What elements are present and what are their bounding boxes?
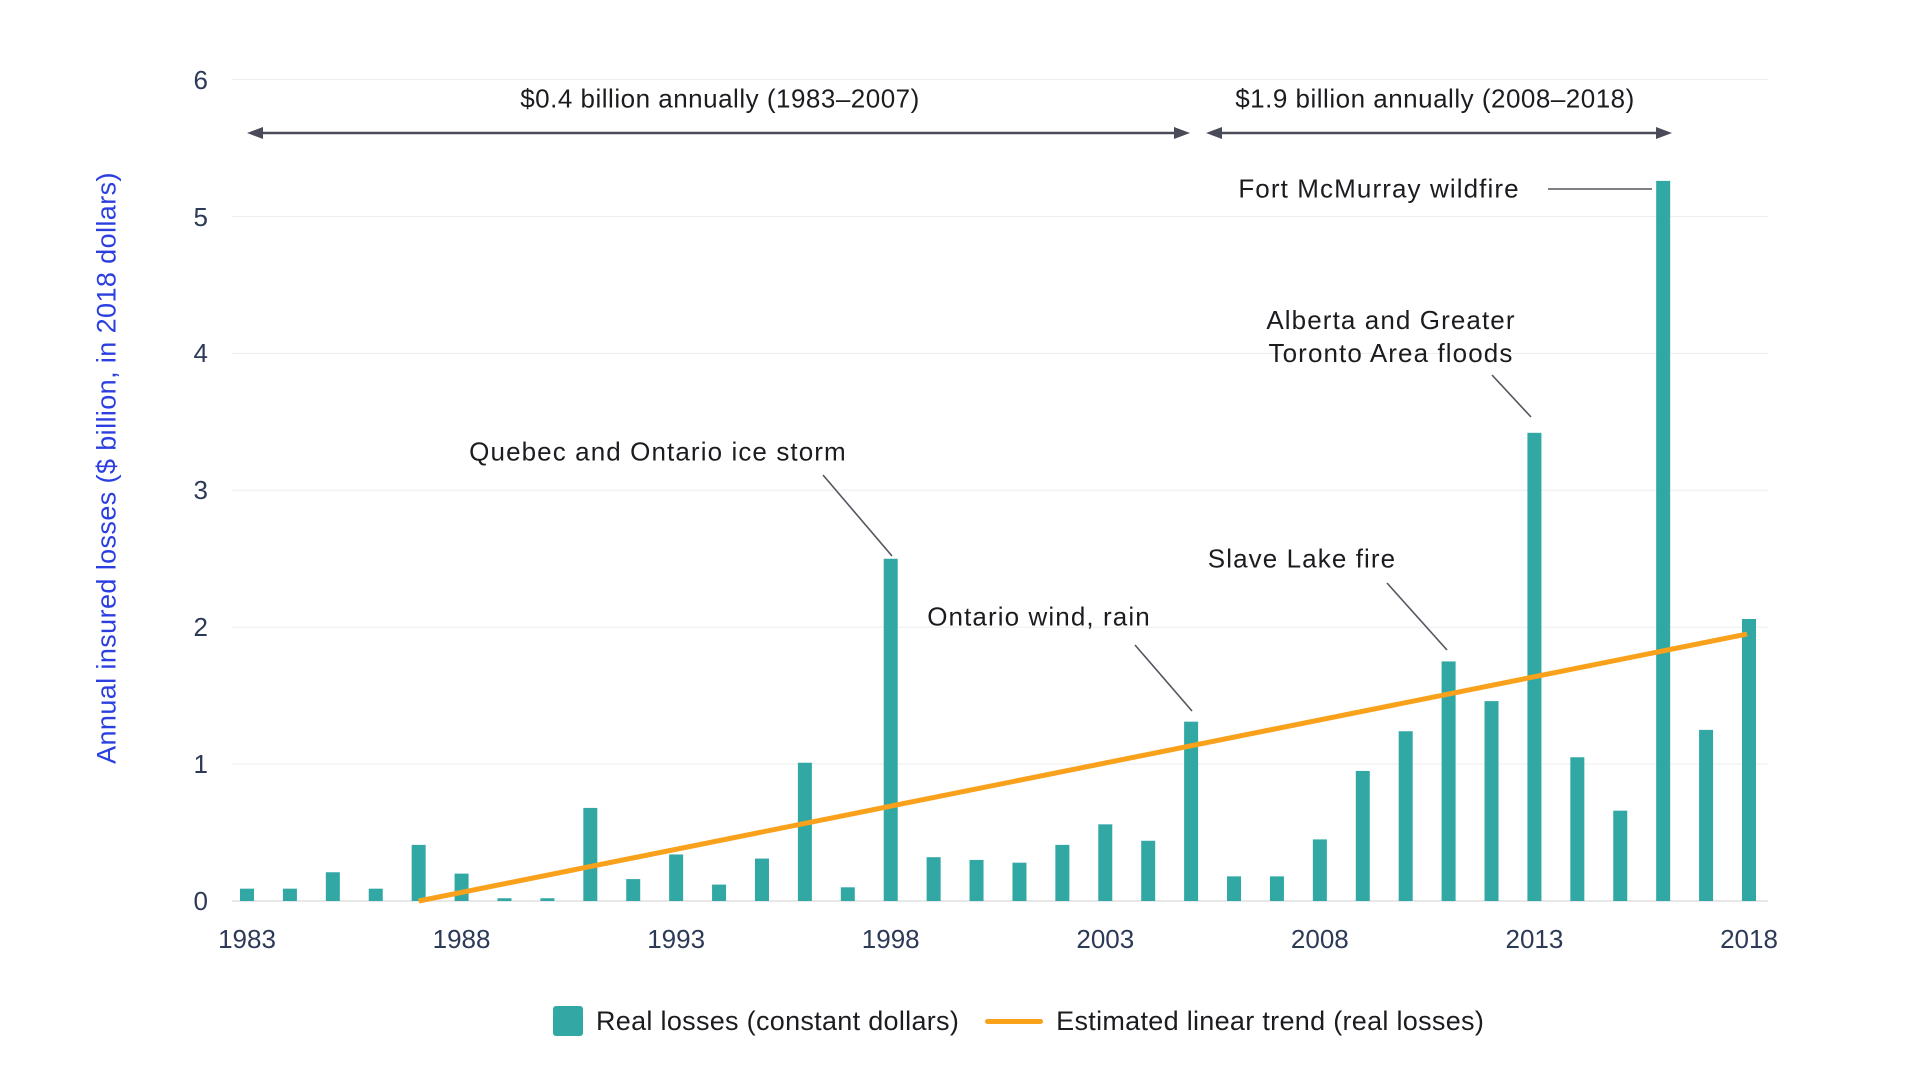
bar-1991: [583, 807, 598, 901]
legend-swatch-bar-icon: [553, 1006, 583, 1036]
annotation-leader-line-1: [1134, 644, 1193, 712]
legend-item-real-losses: Real losses (constant dollars): [553, 1006, 959, 1037]
period-annotation-0: $0.4 billion annually (1983–2007): [520, 83, 920, 114]
legend-item-trend: Estimated linear trend (real losses): [985, 1006, 1484, 1037]
event-annotation-4: Fort McMurray wildfire: [1238, 173, 1520, 204]
period-annotation-1: $1.9 billion annually (2008–2018): [1235, 83, 1635, 114]
period-arrowhead-right-0: [1174, 127, 1190, 139]
bar-2005: [1184, 721, 1199, 901]
y-tick-label-0: 0: [193, 886, 208, 916]
bar-1996: [797, 762, 812, 901]
y-tick-label-6: 6: [193, 64, 208, 95]
trend-line: [418, 631, 1748, 904]
bar-2007: [1269, 876, 1284, 901]
bar-2000: [969, 859, 984, 901]
event-annotation-2: Slave Lake fire: [1207, 543, 1397, 574]
bar-2014: [1570, 757, 1585, 901]
legend-label-real-losses: Real losses (constant dollars): [596, 1005, 960, 1036]
bar-2016: [1656, 180, 1671, 901]
bar-2004: [1141, 840, 1156, 901]
bar-2002: [1055, 844, 1070, 901]
bar-2003: [1098, 824, 1113, 901]
x-tick-label-1993: 1993: [647, 924, 706, 954]
bar-1997: [840, 887, 855, 901]
x-tick-label-1988: 1988: [432, 924, 491, 954]
bar-2017: [1699, 729, 1714, 901]
annotation-leader-line-2: [1386, 582, 1448, 651]
bar-1992: [626, 879, 641, 901]
x-tick-label-2013: 2013: [1505, 924, 1564, 954]
bar-1999: [926, 857, 941, 901]
bar-1983: [240, 888, 254, 901]
event-annotation-3: Alberta and Greater Toronto Area floods: [1266, 305, 1516, 368]
bar-2018: [1742, 618, 1756, 901]
bar-1985: [325, 872, 340, 901]
bar-1984: [282, 888, 297, 901]
bar-1995: [754, 858, 769, 901]
bar-1988: [454, 873, 469, 901]
y-tick-label-5: 5: [193, 201, 208, 232]
y-tick-label-3: 3: [193, 475, 208, 506]
bar-2013: [1527, 432, 1542, 901]
bar-2011: [1441, 661, 1456, 901]
bar-1993: [669, 854, 684, 901]
bar-2009: [1355, 770, 1370, 901]
bar-1994: [712, 884, 727, 901]
annotation-leader-line-3: [1491, 374, 1532, 418]
bar-2006: [1227, 876, 1242, 901]
bar-1987: [411, 844, 426, 901]
bar-2010: [1398, 731, 1413, 901]
legend: Real losses (constant dollars) Estimated…: [553, 1004, 1484, 1038]
period-arrowhead-left-0: [247, 127, 263, 139]
x-tick-label-2003: 2003: [1076, 924, 1135, 954]
bar-1990: [540, 898, 555, 901]
bar-2001: [1012, 862, 1027, 901]
x-tick-label-1998: 1998: [861, 924, 920, 954]
bar-1998: [883, 558, 898, 901]
period-arrowhead-right-1: [1656, 127, 1672, 139]
y-tick-label-4: 4: [193, 338, 208, 369]
event-annotation-0: Quebec and Ontario ice storm: [469, 436, 847, 467]
legend-swatch-trend-line-icon: [985, 1018, 1044, 1024]
bar-2008: [1312, 839, 1327, 901]
x-tick-label-1983: 1983: [218, 924, 276, 954]
y-tick-label-1: 1: [193, 749, 208, 780]
bar-2012: [1484, 701, 1499, 901]
event-annotation-1: Ontario wind, rain: [927, 601, 1151, 632]
legend-label-trend: Estimated linear trend (real losses): [1056, 1005, 1485, 1036]
period-arrowhead-left-1: [1206, 127, 1222, 139]
y-axis-title: Annual insured losses ($ billion, in 201…: [91, 172, 122, 764]
bar-2015: [1613, 810, 1628, 901]
y-tick-label-2: 2: [193, 612, 208, 643]
annotation-leader-line-0: [822, 474, 893, 557]
bar-1986: [368, 888, 383, 901]
x-tick-label-2018: 2018: [1720, 924, 1778, 954]
x-tick-label-2008: 2008: [1290, 924, 1349, 954]
bar-1989: [497, 898, 512, 901]
